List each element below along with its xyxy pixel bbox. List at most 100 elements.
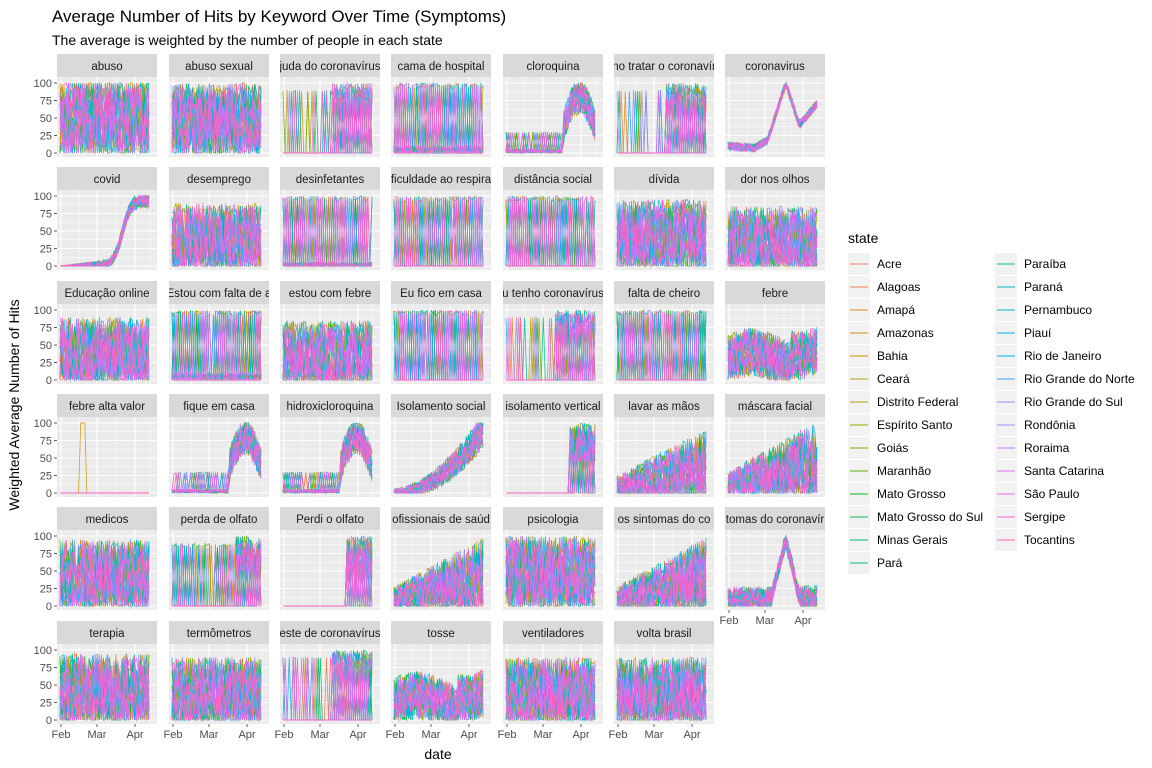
y-tick-label: 100 bbox=[34, 191, 52, 203]
legend-item: Amazonas bbox=[848, 322, 934, 344]
facet-panel: este de coronavírus Feb Mar Apr bbox=[275, 621, 380, 741]
facet-strip bbox=[169, 394, 269, 417]
x-tick-label: Mar bbox=[311, 729, 330, 741]
facet-panel: ventiladores Feb Mar Apr bbox=[498, 621, 603, 741]
facet-panel: falta de cheiro bbox=[614, 281, 714, 384]
facet-strip bbox=[503, 54, 603, 77]
y-tick-label: 75 bbox=[40, 663, 52, 675]
facet-strip bbox=[280, 281, 380, 304]
y-tick-label: 50 bbox=[40, 566, 52, 578]
facet-strip bbox=[614, 54, 714, 77]
facet-label: dívida bbox=[649, 174, 680, 186]
x-tick-label: Apr bbox=[349, 729, 366, 741]
series-line bbox=[505, 538, 596, 607]
chart-title: Average Number of Hits by Keyword Over T… bbox=[52, 7, 506, 26]
x-tick-label: Feb bbox=[164, 729, 183, 741]
series-line bbox=[171, 427, 262, 494]
series-line bbox=[617, 87, 707, 154]
legend-item: Rondônia bbox=[995, 414, 1076, 436]
series-line bbox=[727, 81, 818, 153]
legend-item: Distrito Federal bbox=[848, 391, 958, 413]
legend-label: Bahia bbox=[877, 349, 908, 363]
series-line bbox=[727, 210, 818, 267]
series-line bbox=[506, 312, 596, 381]
facet-panel: coronavirus bbox=[725, 54, 825, 157]
y-tick-label: 25 bbox=[40, 471, 52, 483]
legend-item: Piauí bbox=[995, 322, 1052, 344]
facet-strip bbox=[391, 394, 491, 417]
y-axis-title: Weighted Average Number of Hits bbox=[6, 299, 22, 510]
facet-label: distância social bbox=[514, 174, 592, 186]
y-tick-label: 100 bbox=[34, 305, 52, 317]
facet-panel: Perdi o olfato bbox=[280, 507, 380, 610]
facet-label: covid bbox=[94, 174, 121, 186]
facet-panel: volta brasil Feb Mar Apr bbox=[609, 621, 714, 741]
facet-label: isolamento vertical bbox=[505, 401, 600, 413]
x-tick-label: Mar bbox=[645, 729, 664, 741]
legend-label: Pará bbox=[877, 556, 903, 570]
legend-item: Pará bbox=[848, 552, 903, 574]
facet-strip bbox=[725, 281, 825, 304]
facet-panel: Estou com falta de a bbox=[169, 281, 269, 384]
series-line bbox=[617, 312, 706, 381]
facet-label: Isolamento social bbox=[397, 401, 486, 413]
facet-panel: cama de hospital bbox=[391, 54, 491, 157]
chart-subtitle: The average is weighted by the number of… bbox=[52, 32, 443, 48]
facet-label: volta brasil bbox=[637, 628, 692, 640]
facet-panel: abuso sexual bbox=[169, 54, 269, 157]
legend-item: São Paulo bbox=[995, 483, 1080, 505]
facet-label: medicos bbox=[86, 514, 129, 526]
facet-label: desinfetantes bbox=[296, 174, 365, 186]
series-line bbox=[616, 199, 707, 267]
facet-label: os sintomas do co bbox=[618, 514, 711, 526]
x-tick-label: Apr bbox=[794, 615, 811, 627]
series-line bbox=[506, 196, 595, 267]
legend-label: Rondônia bbox=[1024, 418, 1076, 432]
x-tick-label: Apr bbox=[683, 729, 700, 741]
legend-label: Rio Grande do Sul bbox=[1024, 395, 1123, 409]
series-line bbox=[171, 203, 262, 267]
series-line bbox=[283, 538, 373, 607]
facet-strip bbox=[57, 621, 157, 644]
legend-item: Bahia bbox=[848, 345, 908, 367]
x-tick-label: Feb bbox=[52, 729, 71, 741]
legend-item: Ceará bbox=[848, 368, 910, 390]
facet-strip bbox=[503, 167, 603, 190]
legend-label: Goiás bbox=[877, 441, 908, 455]
facet-strip bbox=[280, 394, 380, 417]
legend-label: Acre bbox=[877, 257, 902, 271]
y-tick-label: 100 bbox=[34, 418, 52, 430]
facet-strip bbox=[391, 281, 491, 304]
series-line bbox=[59, 540, 150, 607]
facet-label: febre bbox=[762, 288, 788, 300]
facet-label: coronavirus bbox=[745, 61, 805, 73]
y-tick-label: 50 bbox=[40, 680, 52, 692]
x-tick-label: Mar bbox=[534, 729, 553, 741]
series-line bbox=[727, 81, 818, 153]
facet-strip bbox=[503, 507, 603, 530]
legend-label: Piauí bbox=[1024, 326, 1052, 340]
series-line bbox=[616, 661, 707, 722]
series-line bbox=[506, 195, 596, 267]
y-tick-label: 0 bbox=[46, 148, 52, 160]
series-line bbox=[283, 656, 372, 721]
facet-strip bbox=[391, 167, 491, 190]
facet-label: psicologia bbox=[527, 514, 579, 526]
facet-label: estou com febre bbox=[289, 288, 371, 300]
legend-item: Paraná bbox=[995, 276, 1063, 298]
facet-label: tomas do coronavír bbox=[726, 514, 825, 526]
series-line bbox=[727, 331, 818, 381]
series-line bbox=[171, 422, 262, 494]
x-tick-label: Mar bbox=[88, 729, 107, 741]
series-line bbox=[282, 423, 373, 494]
facet-panel: dívida bbox=[614, 167, 714, 270]
legend-item: Amapá bbox=[848, 299, 915, 321]
legend-label: Alagoas bbox=[877, 280, 920, 294]
facet-panel: terapia 0 25 50 75 100 Feb Mar Apr bbox=[34, 621, 157, 741]
facet-label: perda de olfato bbox=[181, 514, 258, 526]
legend-label: Maranhão bbox=[877, 464, 931, 478]
facet-label: falta de cheiro bbox=[628, 288, 700, 300]
legend-label: Roraima bbox=[1024, 441, 1070, 455]
y-tick-label: 25 bbox=[40, 358, 52, 370]
facet-strip bbox=[169, 621, 269, 644]
